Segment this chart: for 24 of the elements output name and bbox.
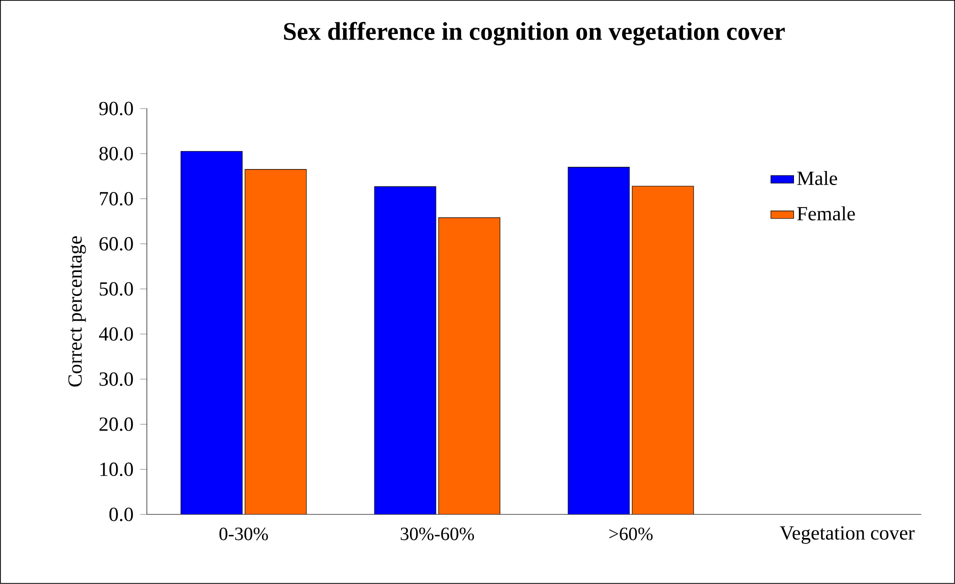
bar (568, 166, 630, 514)
y-tick-label: 40.0 (99, 327, 133, 341)
y-tick-label: 30.0 (100, 372, 133, 386)
x-tick-label: >60% (609, 528, 653, 540)
bar (632, 186, 694, 514)
legend-label: Male (797, 171, 838, 186)
bar (374, 186, 436, 514)
bar (180, 151, 243, 514)
y-tick-label: 90.0 (99, 102, 133, 116)
bar (244, 169, 307, 514)
bar (438, 217, 500, 514)
y-tick-label: 70.0 (100, 192, 133, 206)
x-tick-label: 0-30% (219, 528, 268, 540)
y-tick-label: 0.0 (109, 508, 133, 522)
x-axis-title: Vegetation cover (780, 526, 915, 544)
x-tick-label: 30%-60% (400, 528, 474, 540)
y-tick-label: 60.0 (100, 237, 133, 251)
y-tick-label: 80.0 (99, 146, 133, 161)
y-axis-title: Correct percentage (68, 236, 86, 387)
y-tick-label: 10.0 (100, 462, 133, 476)
y-tick-label: 20.0 (100, 418, 133, 432)
chart-title: Sex difference in cognition on vegetation cover (284, 22, 785, 46)
y-tick-label: 50.0 (100, 282, 133, 296)
legend-label: Female (797, 206, 855, 221)
